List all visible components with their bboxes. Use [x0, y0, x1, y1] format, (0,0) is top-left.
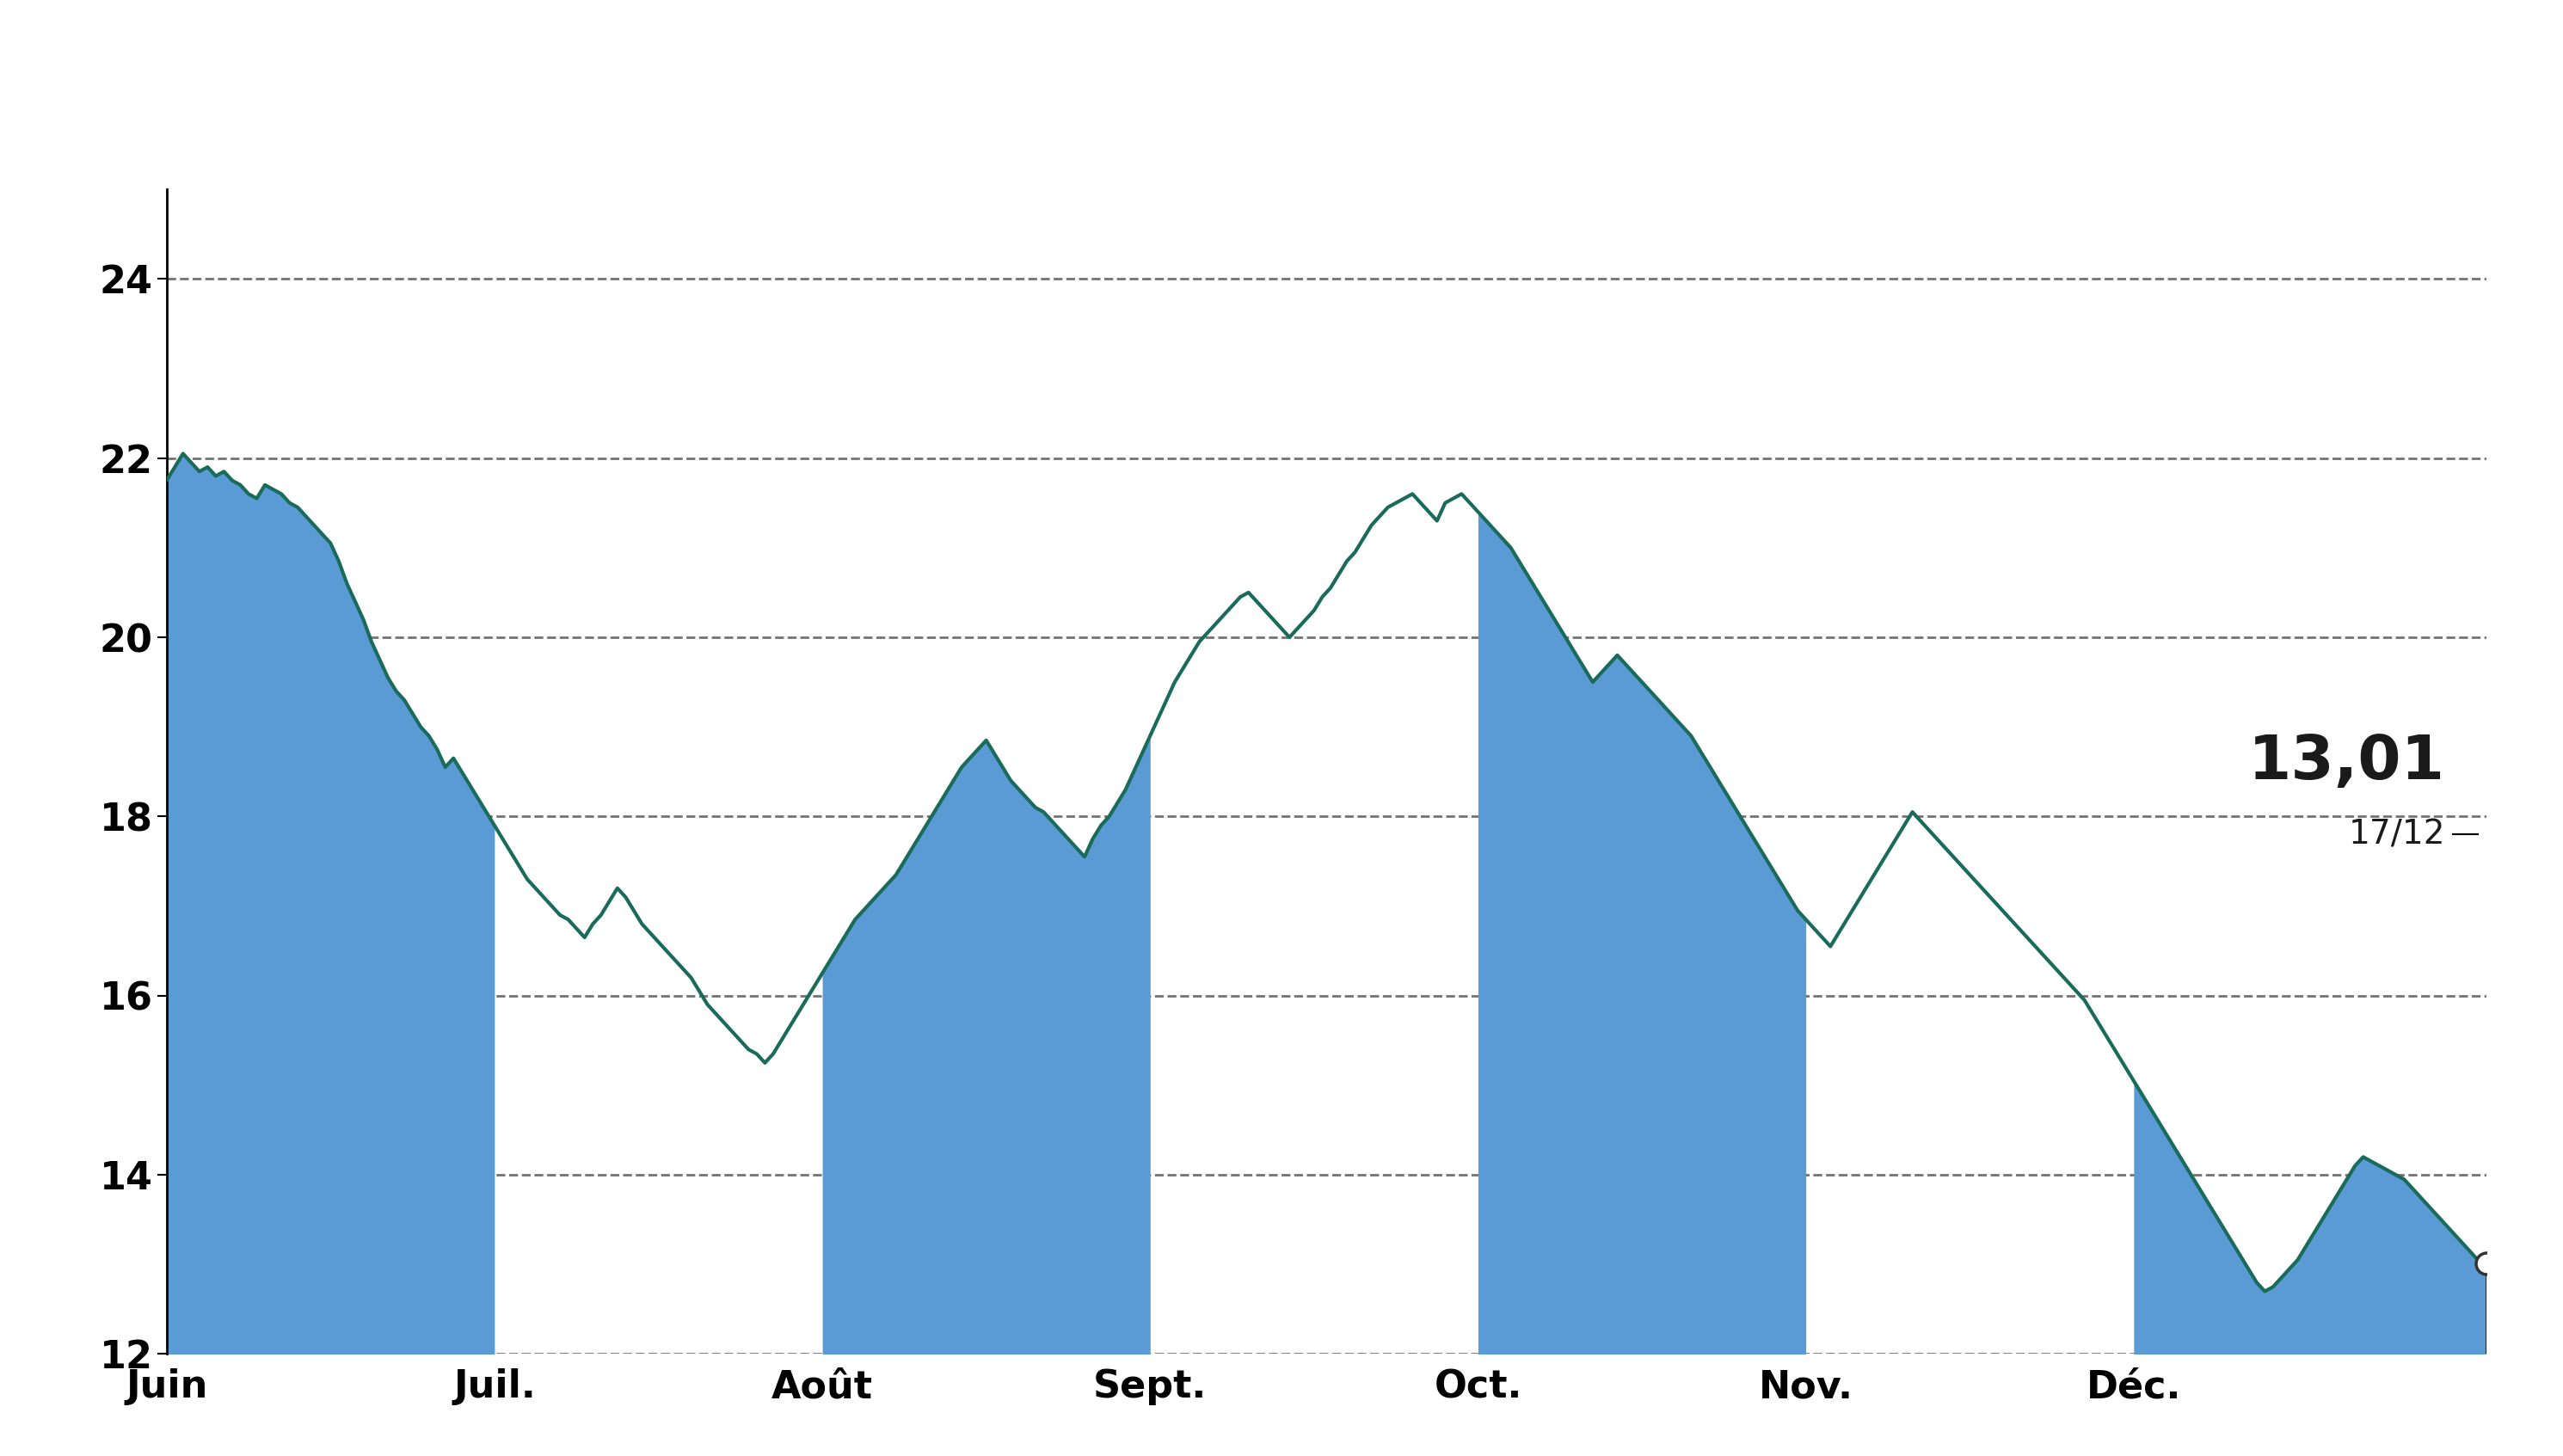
- Text: 17/12: 17/12: [2348, 818, 2445, 850]
- Text: 13,01: 13,01: [2248, 732, 2445, 792]
- Text: AT&S Austria Technologie & Systemtechnik AG: AT&S Austria Technologie & Systemtechnik…: [182, 44, 2381, 124]
